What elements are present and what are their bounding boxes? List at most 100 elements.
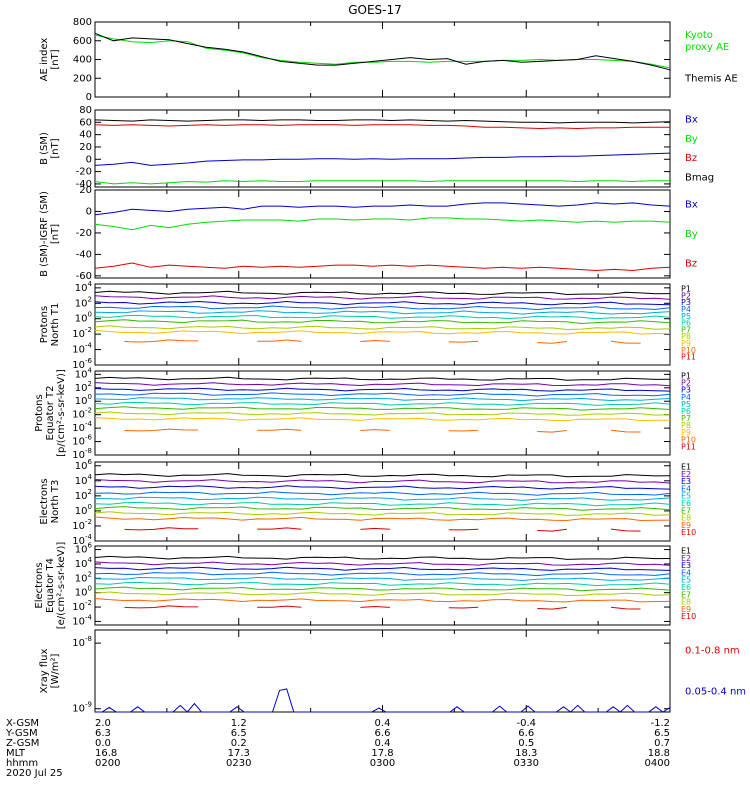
y-axis-label: Equator T2 — [45, 386, 56, 441]
y-tick-label: 10-2 — [72, 326, 92, 340]
channel-line — [94, 485, 671, 490]
footer-value: 6.6 — [375, 728, 391, 739]
y-tick-label: 600 — [73, 36, 92, 47]
legend-item-p11: P11 — [681, 442, 696, 451]
y-tick-label: 400 — [73, 55, 92, 66]
y-tick-label: 10-2 — [72, 518, 92, 532]
y-tick-label: 100 — [75, 585, 92, 599]
footer-row-label: X-GSM — [6, 718, 39, 729]
y-tick-label: 0 — [86, 206, 92, 217]
channel-line — [94, 491, 671, 496]
y-axis-label: [nT] — [50, 224, 61, 244]
y-tick-label: 10-9 — [72, 701, 92, 715]
channel-line — [124, 339, 199, 343]
y-tick-label: 104 — [75, 473, 93, 487]
legend: 0.1-0.8 nm 0.05-0.4 nm — [685, 646, 746, 698]
series-line-bx — [94, 152, 671, 166]
y-axis-label: Equator T4 — [45, 558, 56, 613]
channel-line — [448, 528, 479, 531]
y-axis-label: [nT] — [50, 138, 61, 158]
y-axis-label: AE index — [39, 38, 50, 82]
plot-data — [94, 473, 671, 532]
y-tick-label: 10-4 — [72, 342, 92, 356]
legend-item-p2: P2 — [681, 379, 691, 388]
channel-line — [94, 329, 671, 335]
legend-item: By — [685, 134, 698, 145]
panel-frame — [94, 189, 671, 279]
y-axis-label: Protons — [39, 306, 50, 343]
legend-item-e5: E5 — [681, 576, 691, 585]
channel-line — [257, 605, 302, 608]
channel-line — [94, 516, 671, 522]
legend-item-e9: E9 — [681, 521, 691, 530]
legend-item-p3: P3 — [681, 386, 691, 395]
channel-line — [360, 429, 390, 431]
legend-item: Themis AE — [684, 73, 738, 84]
y-tick-label: 10-2 — [72, 407, 92, 421]
channel-line — [94, 501, 671, 507]
legend-item: Kyoto — [685, 30, 713, 41]
channel-line — [94, 406, 671, 411]
series-line-0-05-0-4-nm — [95, 688, 671, 713]
legend-item-p5: P5 — [681, 312, 691, 321]
y-tick-label: 104 — [75, 280, 93, 294]
y-axis-label: Electrons — [39, 478, 50, 524]
footer-value: 2.0 — [95, 718, 111, 729]
y-tick-label: 104 — [75, 366, 93, 380]
channel-line — [94, 576, 671, 582]
legend-item-e8: E8 — [681, 514, 691, 523]
legend-item-p3: P3 — [681, 298, 691, 307]
y-tick-label: 20 — [79, 185, 92, 196]
footer-value: 0.0 — [95, 738, 111, 749]
y-tick-label: 10-8 — [72, 447, 92, 461]
footer-value: 0.5 — [518, 738, 534, 749]
channel-line — [537, 528, 567, 532]
legend-item-p9: P9 — [681, 339, 691, 348]
legend-item-e7: E7 — [681, 590, 691, 599]
y-tick-label: 800 — [73, 17, 92, 28]
footer-value: 6.5 — [231, 728, 247, 739]
channel-line — [537, 430, 567, 433]
legend-item-e2: E2 — [681, 470, 691, 479]
legend-item-e2: E2 — [681, 554, 691, 563]
footer-value: 18.8 — [648, 748, 670, 759]
channel-line — [94, 319, 671, 325]
legend-item-p7: P7 — [681, 325, 691, 334]
legend-item: 0.05-0.4 nm — [685, 687, 746, 698]
channel-line — [124, 428, 199, 432]
y-axis-label: [p/(cm²-s-sr-keV)] — [56, 369, 67, 457]
y-tick-label: -20 — [76, 228, 92, 239]
series-line-bx — [94, 202, 671, 216]
channel-line — [448, 606, 479, 609]
channel-line — [94, 561, 671, 566]
series-line-bz — [94, 262, 671, 272]
legend-item-p10: P10 — [681, 435, 696, 444]
footer-value: 0.2 — [231, 738, 247, 749]
channel-line — [94, 310, 671, 315]
series-line-bmag — [94, 119, 671, 124]
channel-line — [537, 606, 567, 610]
channel-line — [537, 341, 567, 344]
channel-line — [94, 392, 671, 397]
legend-item-e3: E3 — [681, 561, 691, 570]
y-tick-label: 20 — [79, 142, 92, 153]
legend-item-e10: E10 — [681, 528, 696, 537]
series-line-bz — [94, 124, 670, 130]
footer-value: 0.4 — [375, 738, 391, 749]
footer-value: 0.7 — [654, 738, 670, 749]
y-tick-label: 106 — [75, 458, 93, 472]
y-axis-label: Electrons — [34, 562, 45, 608]
y-axis-label: Xray flux — [39, 649, 50, 694]
legend-item-p1: P1 — [681, 372, 691, 381]
plot-data — [95, 688, 671, 713]
legend-item-e1: E1 — [681, 463, 691, 472]
plot-data — [94, 555, 671, 610]
y-tick-label: 102 — [75, 295, 92, 309]
channel-line — [94, 511, 671, 516]
channel-line — [610, 340, 641, 344]
